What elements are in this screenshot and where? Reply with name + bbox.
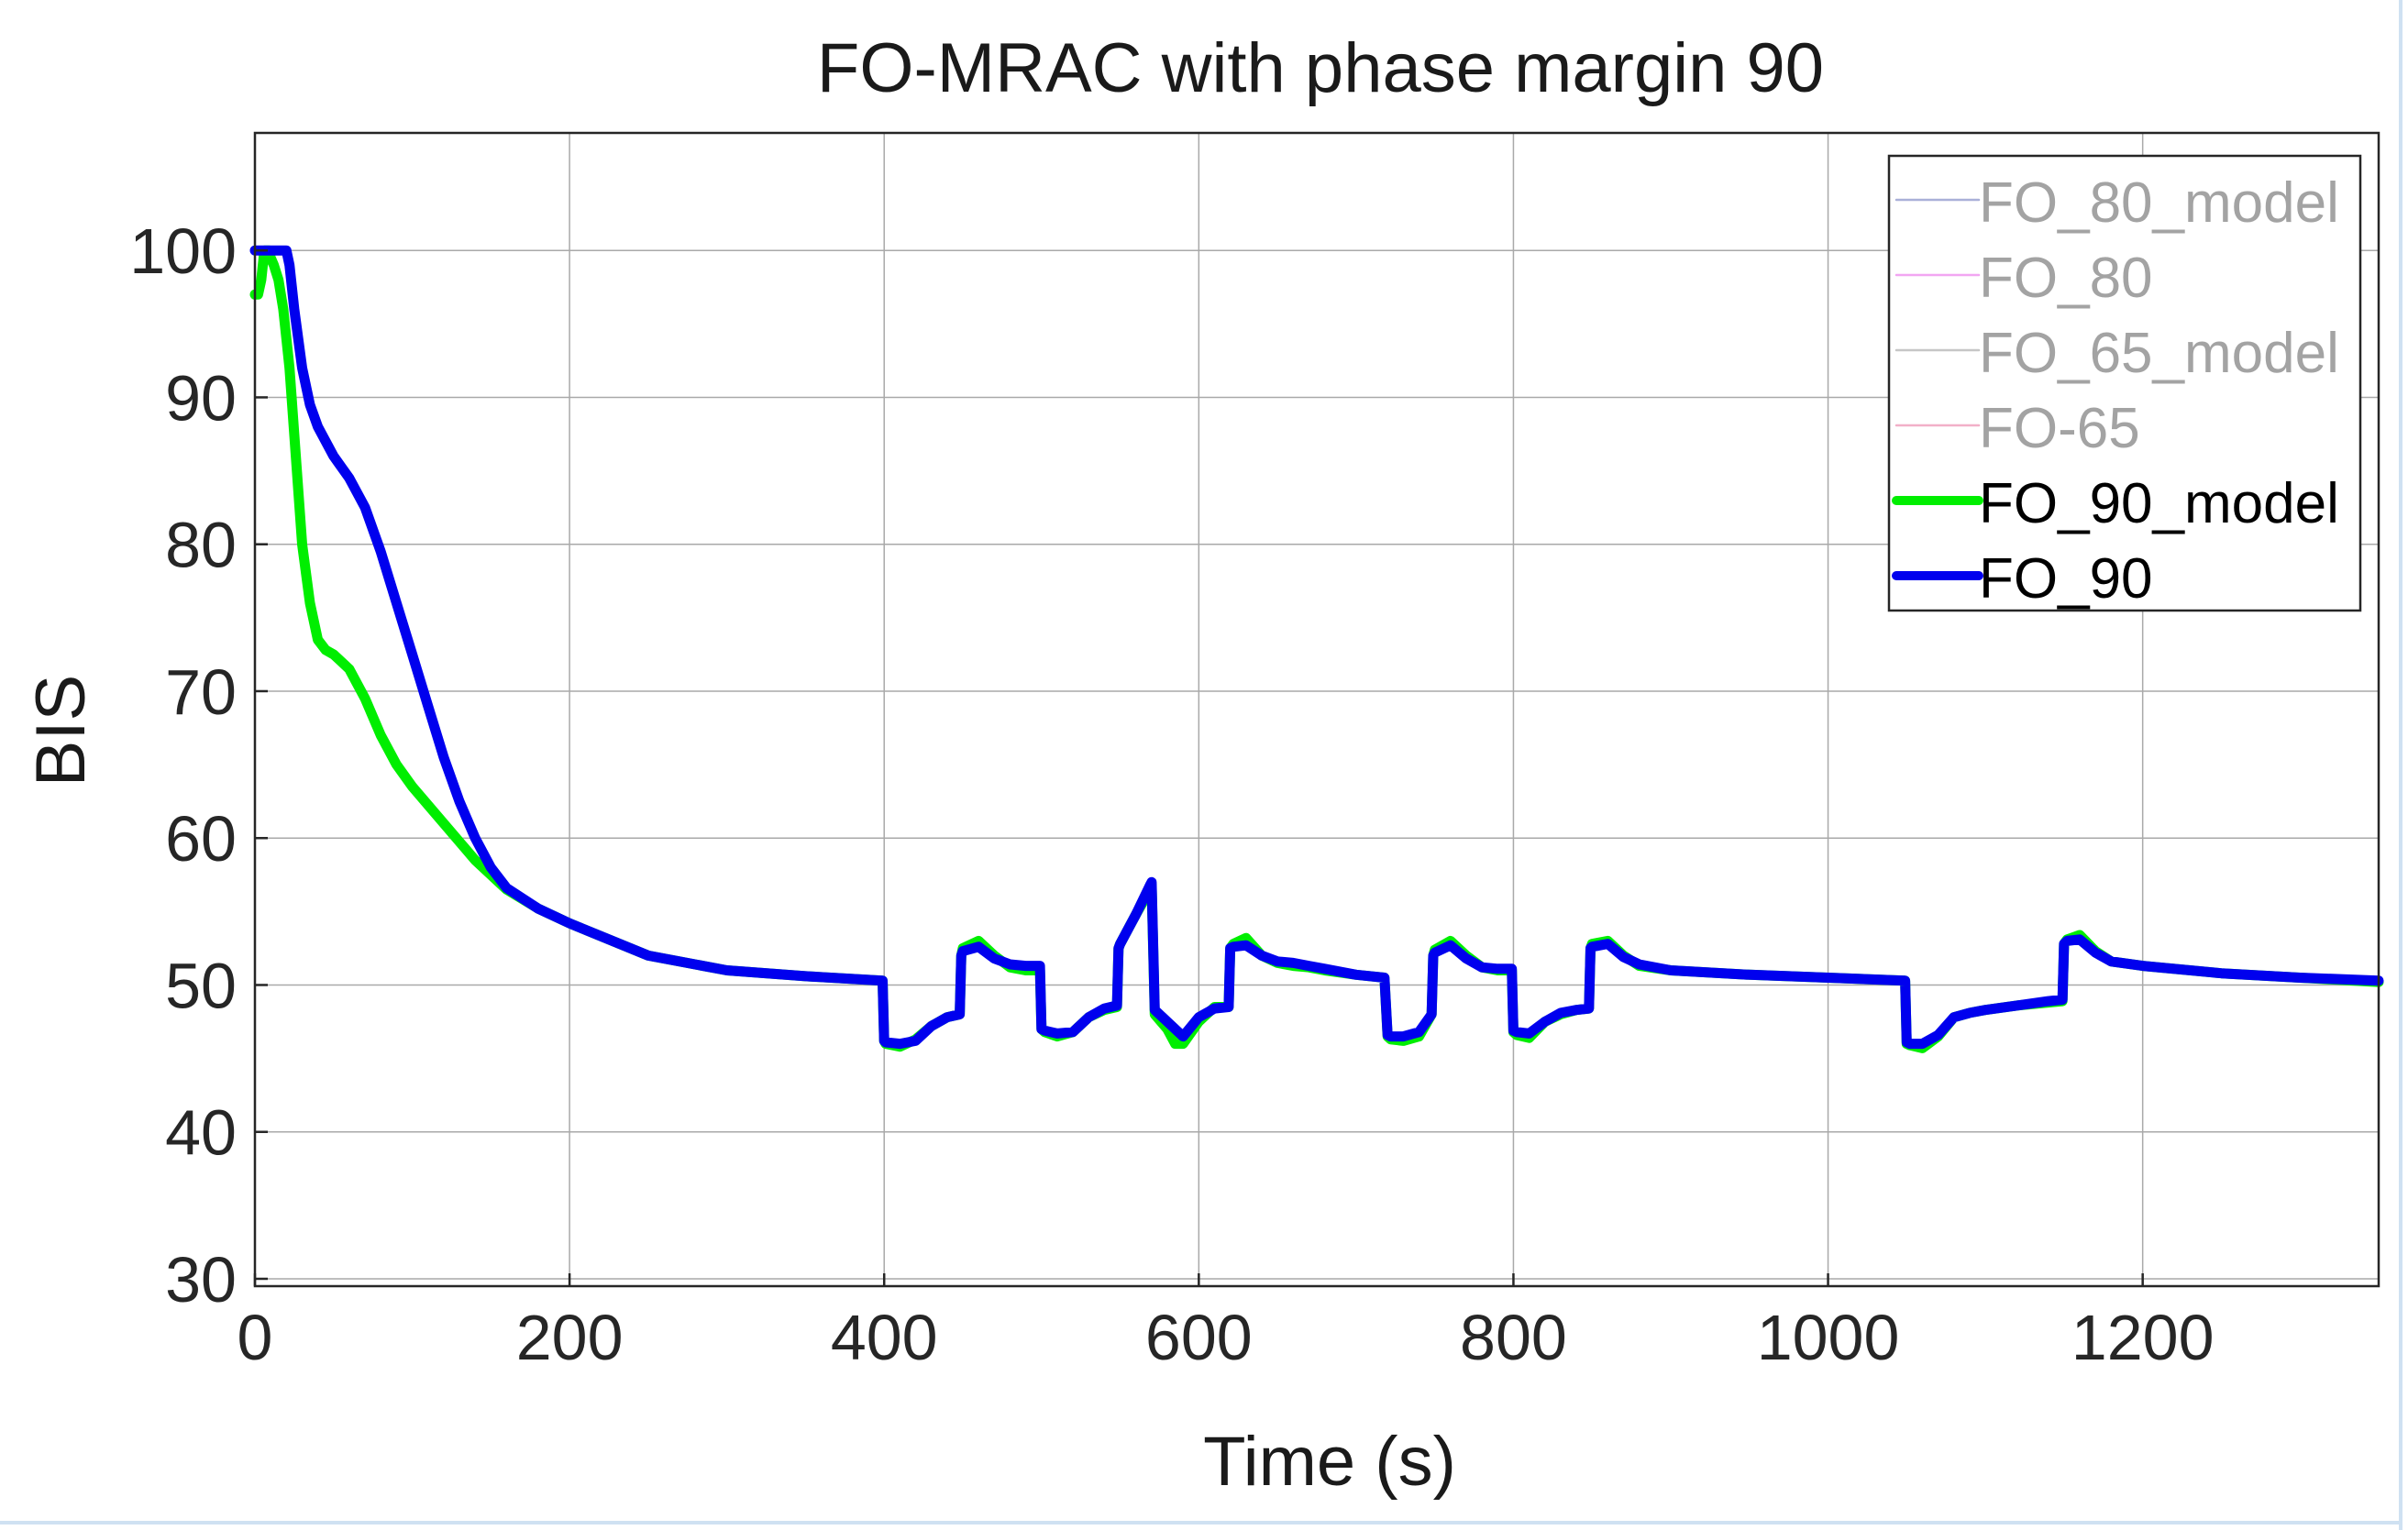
legend-label: FO-65 [1979, 397, 2140, 460]
legend-label: FO_90 [1979, 547, 2153, 611]
y-tick-label: 100 [129, 215, 237, 287]
y-tick-label: 50 [165, 950, 237, 1021]
y-tick-label: 80 [165, 510, 237, 581]
legend-label: FO_80 [1979, 247, 2153, 310]
legend-box [1887, 154, 2362, 612]
x-tick-label: 0 [237, 1302, 273, 1373]
y-tick-label: 30 [165, 1244, 237, 1315]
x-tick-label: 1000 [1757, 1302, 1900, 1373]
x-tick-label: 400 [831, 1302, 938, 1373]
legend-label: FO_90_model [1979, 472, 2339, 535]
x-tick-label: 1200 [2071, 1302, 2215, 1373]
plot-area-frame [253, 131, 2380, 1288]
x-tick-label: 200 [516, 1302, 624, 1373]
y-tick-label: 40 [165, 1097, 237, 1169]
x-axis-label: Time (s) [1203, 1423, 1456, 1501]
series-line-fo-90 [249, 245, 2384, 1050]
x-tick-label: 800 [1460, 1302, 1567, 1373]
x-tick-label: 600 [1145, 1302, 1253, 1373]
legend: FO_80_model FO_80 FO_65_model FO-65 FO_90_mo… [1887, 154, 2362, 612]
chart-title: FO-MRAC with phase margin 90 [817, 29, 1824, 107]
legend-label: FO_80_model [1979, 171, 2339, 235]
y-tick-label: 90 [165, 362, 237, 434]
legend-label: FO_65_model [1979, 322, 2339, 385]
axis-ticks: 0 200 400 600 800 1000 1200 30 40 50 60 70 80 90 100 [129, 215, 2214, 1373]
y-axis-label: BIS [22, 675, 100, 787]
y-tick-label: 70 [165, 656, 237, 728]
series-group [249, 245, 2384, 1053]
y-tick-label: 60 [165, 803, 237, 875]
